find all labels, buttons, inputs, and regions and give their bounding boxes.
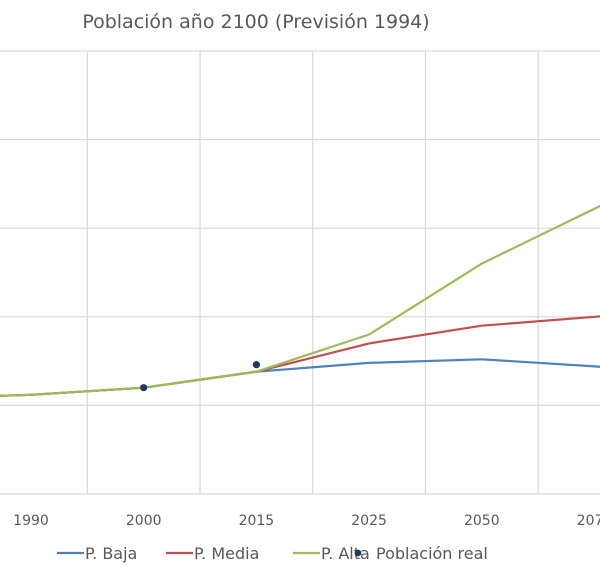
chart-title: Población año 2100 (Previsión 1994)	[82, 11, 429, 33]
data-point-poblacion-real	[252, 361, 260, 369]
legend-item: P. Baja	[57, 544, 137, 563]
x-tick-label: 2075	[577, 513, 600, 529]
x-tick-label: 2000	[126, 513, 162, 529]
x-tick-label: 2015	[239, 513, 275, 529]
legend-label: P. Alta	[321, 544, 370, 563]
legend-marker-swatch	[354, 549, 362, 557]
legend-label: P. Baja	[85, 544, 137, 563]
x-tick-label: 2025	[351, 513, 387, 529]
x-tick-label: 1990	[13, 513, 49, 529]
legend-label: Población real	[376, 544, 488, 563]
legend: P. Baja P. Media P. Alta Población real	[57, 544, 488, 563]
data-point-poblacion-real	[140, 384, 148, 392]
legend-item: P. Alta	[293, 544, 370, 563]
series-markers	[140, 361, 260, 392]
x-axis-ticks: 1990 2000 2015 2025 2050 2075	[13, 513, 600, 529]
legend-item: Población real	[354, 544, 488, 563]
series-lines	[0, 204, 600, 397]
series-line-p-alta	[0, 204, 600, 397]
gridlines	[0, 50, 600, 495]
series-line-p-media	[0, 315, 600, 397]
legend-label: P. Media	[194, 544, 259, 563]
legend-item: P. Media	[166, 544, 259, 563]
x-tick-label: 2050	[464, 513, 500, 529]
